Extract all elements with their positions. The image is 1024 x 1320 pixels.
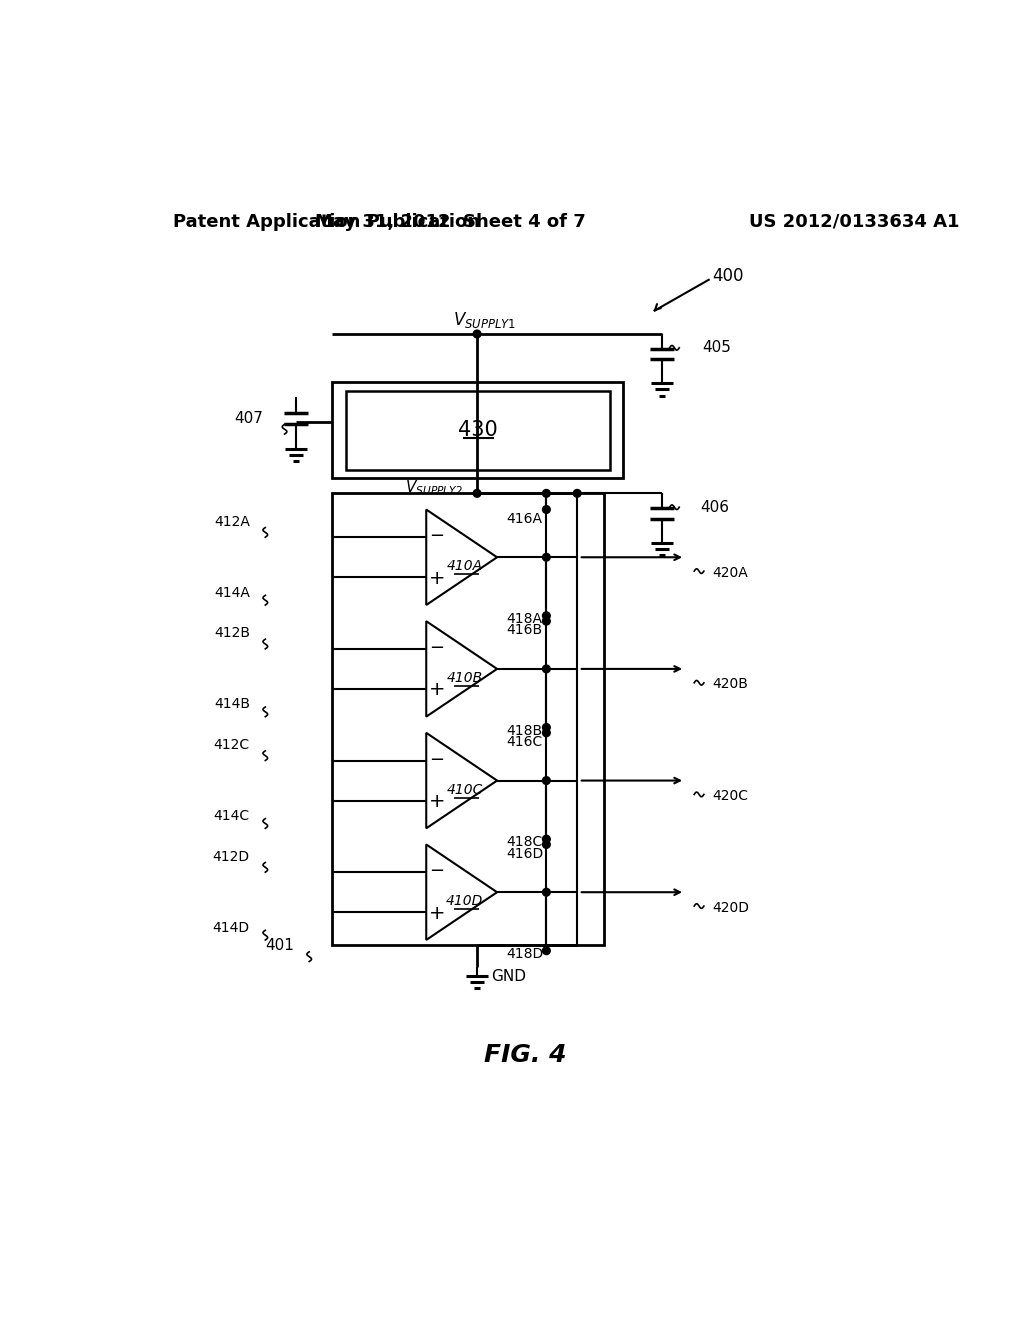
Text: 405: 405 [701, 341, 731, 355]
Text: −: − [429, 639, 444, 657]
Text: 401: 401 [265, 937, 294, 953]
Circle shape [543, 888, 550, 896]
Text: GND: GND [490, 969, 526, 983]
Text: 430: 430 [458, 420, 498, 440]
Text: 412B: 412B [214, 627, 250, 640]
Circle shape [473, 490, 481, 498]
Text: 416D: 416D [506, 846, 544, 861]
Circle shape [543, 612, 550, 619]
Text: −: − [429, 862, 444, 880]
Text: 418B: 418B [506, 723, 543, 738]
Circle shape [543, 836, 550, 843]
Circle shape [543, 665, 550, 673]
Circle shape [543, 776, 550, 784]
Text: 420D: 420D [712, 900, 749, 915]
Circle shape [543, 553, 550, 561]
Text: 420C: 420C [712, 789, 748, 803]
Circle shape [543, 729, 550, 737]
Text: US 2012/0133634 A1: US 2012/0133634 A1 [750, 213, 959, 231]
Text: 416A: 416A [506, 512, 543, 525]
Text: 410A: 410A [446, 560, 482, 573]
Text: +: + [429, 569, 445, 587]
Text: 420B: 420B [712, 677, 748, 692]
Text: $V_{SUPPLY1}$: $V_{SUPPLY1}$ [453, 310, 516, 330]
Circle shape [543, 723, 550, 731]
Text: 418D: 418D [506, 946, 544, 961]
Bar [333, 494, 604, 945]
Text: 410D: 410D [446, 895, 483, 908]
Bar [333, 381, 624, 478]
Text: 414C: 414C [214, 809, 250, 822]
Circle shape [473, 330, 481, 338]
Circle shape [543, 946, 550, 954]
Text: 418C: 418C [506, 836, 543, 849]
Text: 416C: 416C [506, 735, 543, 748]
Text: 407: 407 [234, 411, 263, 426]
Text: May 31, 2012  Sheet 4 of 7: May 31, 2012 Sheet 4 of 7 [314, 213, 586, 231]
Text: 412C: 412C [214, 738, 250, 752]
Text: +: + [429, 792, 445, 810]
Text: +: + [429, 680, 445, 700]
Circle shape [543, 506, 550, 513]
Text: −: − [429, 751, 444, 768]
Text: −: − [429, 528, 444, 545]
Circle shape [543, 618, 550, 626]
Text: $V_{SUPPLY2}$: $V_{SUPPLY2}$ [406, 479, 463, 498]
Text: 406: 406 [700, 500, 729, 515]
Text: 416B: 416B [506, 623, 543, 638]
Bar [346, 391, 609, 470]
Text: 418A: 418A [506, 612, 543, 626]
Text: 410C: 410C [446, 783, 483, 797]
Text: 412D: 412D [213, 850, 250, 863]
Text: +: + [429, 903, 445, 923]
Text: 414A: 414A [214, 586, 250, 599]
Text: 400: 400 [712, 267, 743, 285]
Text: 412A: 412A [214, 515, 250, 529]
Text: Patent Application Publication: Patent Application Publication [173, 213, 480, 231]
Text: 420A: 420A [712, 566, 748, 579]
Text: FIG. 4: FIG. 4 [483, 1043, 566, 1068]
Text: 410B: 410B [446, 671, 482, 685]
Text: 414B: 414B [214, 697, 250, 711]
Circle shape [543, 841, 550, 849]
Circle shape [573, 490, 581, 498]
Text: 414D: 414D [213, 920, 250, 935]
Circle shape [543, 490, 550, 498]
